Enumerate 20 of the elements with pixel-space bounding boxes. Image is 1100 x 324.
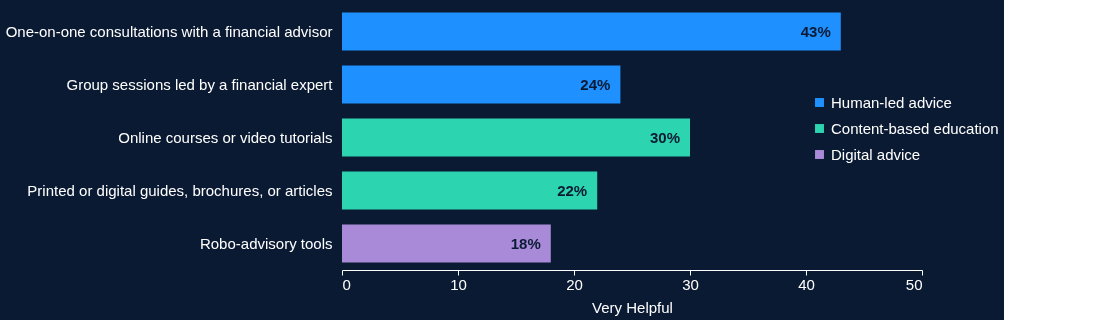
x-tick-label: 40 xyxy=(798,275,815,293)
legend-label: Content-based education xyxy=(831,119,999,137)
x-tick-label: 50 xyxy=(905,275,923,293)
y-tick-label: Online courses or video tutorials xyxy=(118,128,333,146)
y-tick-label: Robo-advisory tools xyxy=(199,234,333,252)
y-tick-label: Printed or digital guides, brochures, or articles xyxy=(27,181,333,199)
text: 24% xyxy=(580,75,611,93)
y-tick-label: One-on-one consultations with a financial advisor xyxy=(5,22,333,40)
text: 18% xyxy=(510,234,541,252)
legend-label: Digital advice xyxy=(831,145,921,163)
x-tick-label: 30 xyxy=(682,275,699,293)
text: 43% xyxy=(800,22,831,40)
x-axis-title: Very Helpful xyxy=(592,298,673,316)
text: 22% xyxy=(557,181,588,199)
legend-label: Human-led advice xyxy=(831,93,952,111)
text: 30% xyxy=(649,128,680,146)
x-tick-label: 10 xyxy=(450,275,467,293)
y-tick-label: Group sessions led by a financial expert xyxy=(66,75,334,93)
x-tick-label: 0 xyxy=(342,275,351,293)
x-tick-label: 20 xyxy=(566,275,583,293)
